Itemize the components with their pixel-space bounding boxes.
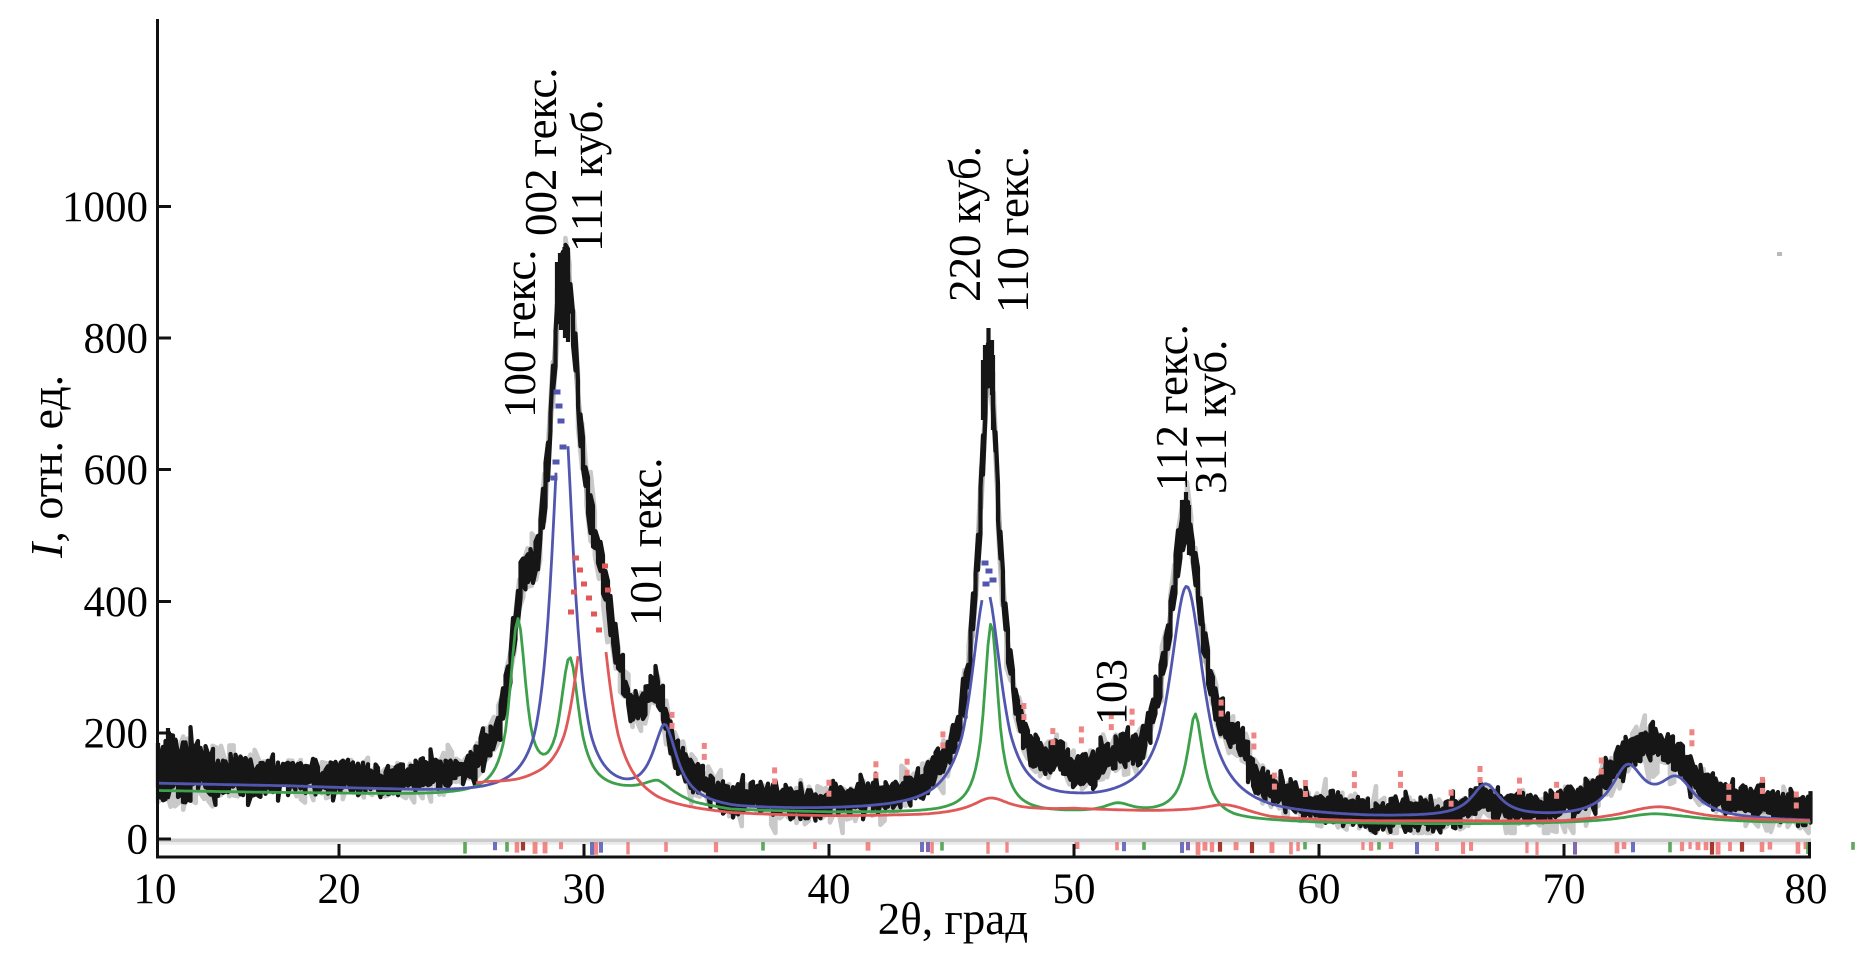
svg-text:0: 0 <box>127 817 149 864</box>
svg-text:002 гекс.: 002 гекс. <box>516 67 566 236</box>
svg-text:220 куб.: 220 куб. <box>940 146 990 302</box>
svg-text:800: 800 <box>84 316 149 363</box>
svg-text:200: 200 <box>84 711 149 758</box>
svg-text:311 куб.: 311 куб. <box>1186 340 1236 494</box>
svg-text:30: 30 <box>563 866 606 913</box>
svg-text:10: 10 <box>134 866 177 913</box>
svg-text:40: 40 <box>808 866 851 913</box>
svg-text:600: 600 <box>84 447 149 494</box>
svg-text:112 гекс.: 112 гекс. <box>1147 324 1197 491</box>
svg-text:50: 50 <box>1053 866 1096 913</box>
svg-text:70: 70 <box>1543 866 1586 913</box>
svg-text:101 гекс.: 101 гекс. <box>621 457 671 626</box>
svg-text:20: 20 <box>318 866 361 913</box>
svg-text:1000: 1000 <box>62 184 148 231</box>
svg-text:110 гекс.: 110 гекс. <box>988 146 1038 313</box>
svg-text:111 куб.: 111 куб. <box>562 99 612 252</box>
svg-text:80: 80 <box>1785 866 1828 913</box>
svg-text:100 гекс.: 100 гекс. <box>495 249 545 418</box>
svg-text:400: 400 <box>84 579 149 626</box>
svg-text:60: 60 <box>1298 866 1341 913</box>
svg-text:I, отн. ед.: I, отн. ед. <box>21 375 72 559</box>
svg-text:2θ, град: 2θ, град <box>878 894 1028 944</box>
svg-text:103: 103 <box>1087 659 1136 725</box>
